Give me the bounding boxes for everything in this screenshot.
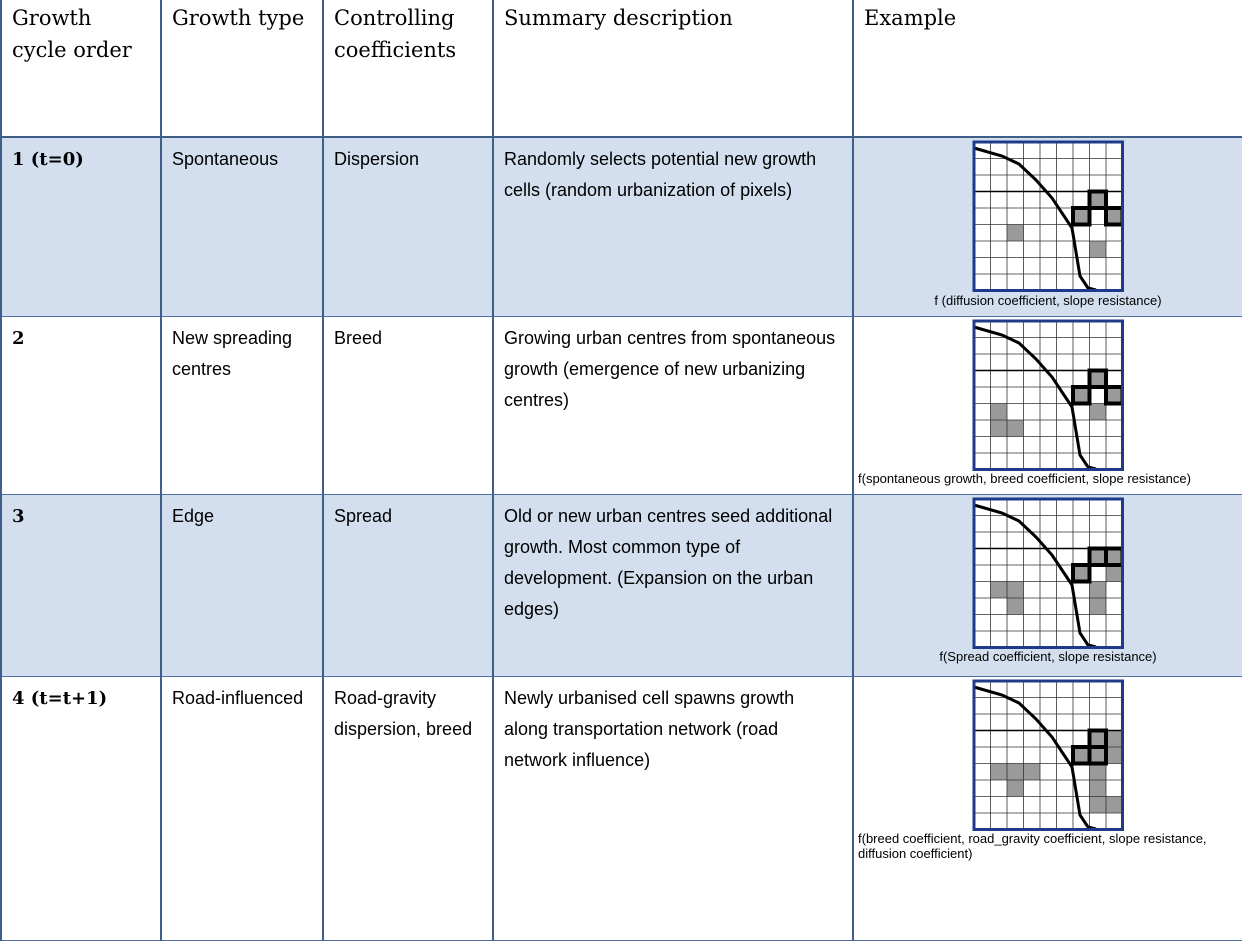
- grid-bg: [973, 142, 1123, 291]
- urban-cell: [1072, 386, 1090, 403]
- urban-cell: [1089, 370, 1106, 387]
- urban-cell: [1089, 241, 1106, 258]
- urban-cell: [1089, 746, 1106, 763]
- coefficient-cell: Breed: [322, 316, 494, 494]
- header-cell: Growth type: [160, 0, 324, 137]
- road: [973, 503, 1097, 648]
- example-cell: f(Spread coefficient, slope resistance): [852, 494, 1242, 676]
- grid-frame: [972, 497, 1124, 649]
- table-row: 3 Edge Spread Old or new urban centres seed…: [0, 494, 1242, 676]
- coefficient-cell: Dispersion: [322, 137, 494, 316]
- urban-cell: [1006, 763, 1024, 780]
- urban-cell: [1089, 763, 1106, 780]
- type-cell: Road-influenced: [160, 676, 324, 940]
- seed-cell: [1087, 368, 1108, 389]
- urban-cell: [1089, 403, 1106, 420]
- urban-cell: [1105, 730, 1123, 747]
- type-cell: Spontaneous: [160, 137, 324, 316]
- description-cell: Randomly selects potential new growth ce…: [492, 137, 854, 316]
- urban-cell: [1105, 208, 1123, 225]
- example-cell: f (diffusion coefficient, slope resistan…: [852, 137, 1242, 316]
- urban-cell: [1006, 224, 1024, 241]
- header-row: Growth cycle order Growth type Controlling…: [0, 0, 1242, 137]
- urban-cell: [1072, 208, 1090, 225]
- table-row: 4 (t=t+1) Road-influenced Road-gravity dis…: [0, 676, 1242, 940]
- urban-cell: [1006, 419, 1024, 436]
- order-cell: 4 (t=t+1): [0, 676, 162, 940]
- diagram-wrap: [858, 497, 1238, 650]
- order-cell: 2: [0, 316, 162, 494]
- urban-cell: [1089, 796, 1106, 813]
- urban-cell: [990, 763, 1007, 780]
- grid-diagram: [972, 140, 1125, 292]
- grid-bg: [973, 320, 1123, 469]
- coefficient-cell: Spread: [322, 494, 494, 676]
- order-cell: 3: [0, 494, 162, 676]
- table-row: 1 (t=0) Spontaneous Dispersion Randomly sel…: [0, 137, 1242, 316]
- seed-cell: [1087, 189, 1108, 210]
- seed-cell: [1070, 562, 1092, 583]
- road: [973, 325, 1097, 470]
- grid-frame: [972, 140, 1124, 292]
- urban-cell: [990, 419, 1007, 436]
- coefficient-cell: Road-gravity dispersion, breed: [322, 676, 494, 940]
- seed-cell: [1070, 206, 1092, 227]
- example-caption: f (diffusion coefficient, slope resistan…: [934, 292, 1162, 308]
- urban-cell: [1105, 564, 1123, 581]
- urban-cell: [1105, 796, 1123, 813]
- urban-cell: [1006, 597, 1024, 614]
- diagram-wrap: [858, 319, 1238, 472]
- example-caption: f(breed coefficient, road_gravity coeffi…: [858, 831, 1207, 861]
- example-caption: f(Spread coefficient, slope resistance): [939, 649, 1157, 664]
- description-cell: Old or new urban centres seed additional…: [492, 494, 854, 676]
- order-cell: 1 (t=0): [0, 137, 162, 316]
- urban-cell: [1089, 779, 1106, 796]
- urban-cell: [1089, 597, 1106, 614]
- urban-cell: [1089, 548, 1106, 565]
- type-cell: Edge: [160, 494, 324, 676]
- urban-cell: [1023, 763, 1040, 780]
- table-body: 1 (t=0) Spontaneous Dispersion Randomly sel…: [0, 137, 1242, 940]
- road: [973, 685, 1097, 830]
- grid-frame: [972, 319, 1124, 471]
- example-cell: f(breed coefficient, road_gravity coeffi…: [852, 676, 1242, 940]
- urban-cell: [1105, 548, 1123, 565]
- example-cell: f(spontaneous growth, breed coefficient,…: [852, 316, 1242, 494]
- urban-cell: [1089, 191, 1106, 208]
- seed-cell: [1070, 384, 1092, 405]
- grid-frame: [972, 679, 1124, 831]
- urban-cell: [1072, 746, 1090, 763]
- urban-cell: [1105, 386, 1123, 403]
- description-cell: Growing urban centres from spontaneous g…: [492, 316, 854, 494]
- grid-diagram: [972, 497, 1125, 649]
- urban-cell: [1072, 564, 1090, 581]
- grid-bg: [973, 498, 1123, 647]
- diagram-wrap: [858, 140, 1238, 293]
- table-row: 2 New spreading centres Breed Growing urban…: [0, 316, 1242, 494]
- header-cell: Summary description: [492, 0, 854, 137]
- grid-diagram: [972, 319, 1125, 471]
- header-cell: Growth cycle order: [0, 0, 162, 137]
- urban-cell: [990, 403, 1007, 420]
- urban-cell: [1105, 746, 1123, 763]
- urban-cell: [1089, 730, 1106, 747]
- header-cell: Example: [852, 0, 1242, 137]
- road: [973, 146, 1097, 292]
- grid-diagram: [972, 679, 1124, 831]
- seed-cell: [1087, 744, 1108, 765]
- urban-cell: [990, 581, 1007, 598]
- example-caption: f(spontaneous growth, breed coefficient,…: [858, 471, 1191, 486]
- urban-cell: [1006, 581, 1024, 598]
- urban-cell: [1006, 779, 1024, 796]
- urban-cell: [1089, 581, 1106, 598]
- header-cell: Controlling coefficients: [322, 0, 494, 137]
- description-cell: Newly urbanised cell spawns growth along…: [492, 676, 854, 940]
- type-cell: New spreading centres: [160, 316, 324, 494]
- diagram-wrap: [858, 679, 1238, 832]
